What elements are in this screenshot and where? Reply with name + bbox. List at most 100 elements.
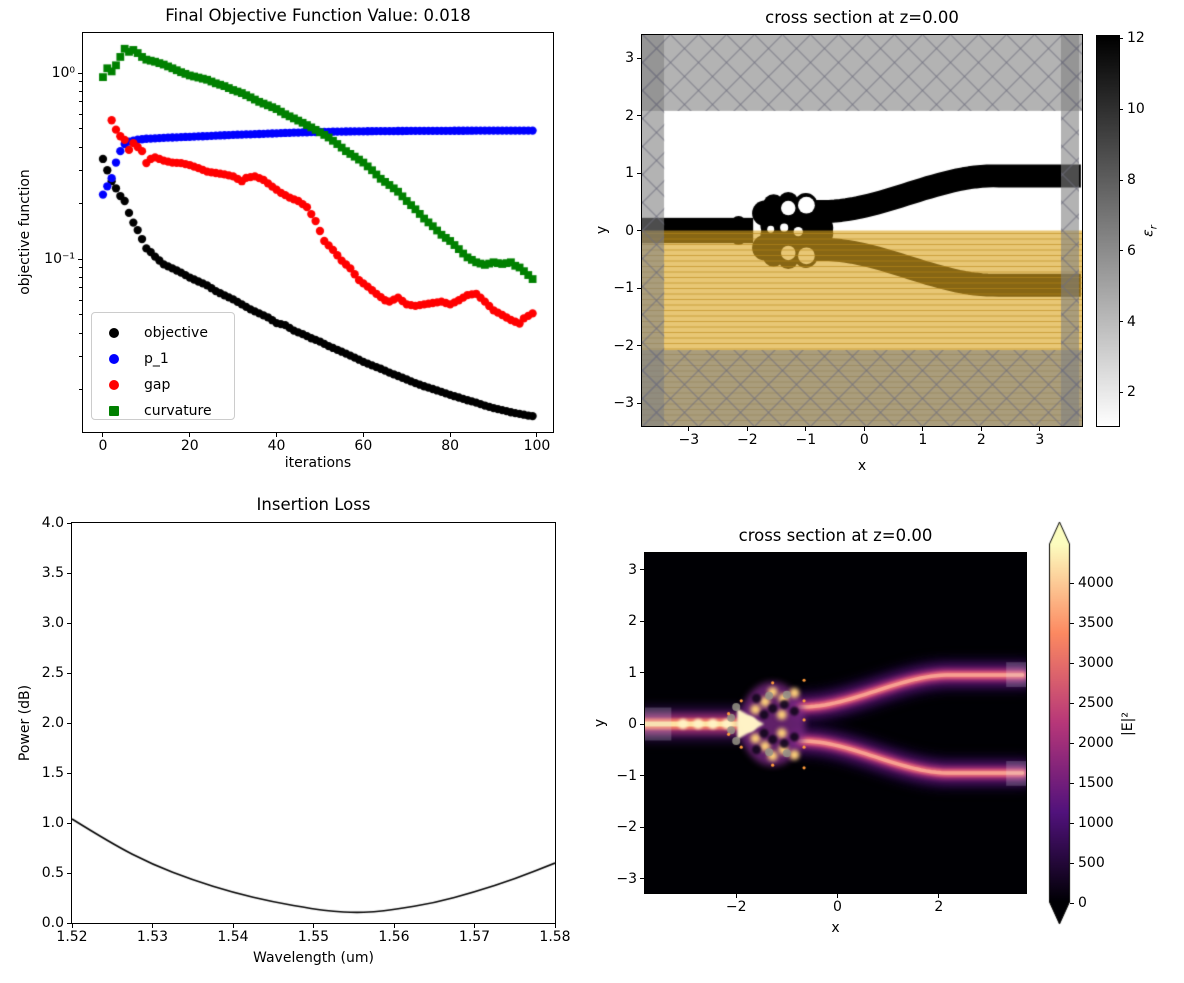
- tick-mark: [67, 772, 71, 774]
- colorbar-tick-label: 1500: [1078, 775, 1114, 791]
- tick-mark: [362, 433, 364, 437]
- tick-mark: [1070, 662, 1074, 664]
- tick-mark: [640, 569, 644, 570]
- legend-item-objective: objective: [92, 320, 234, 346]
- tick-mark: [79, 146, 82, 148]
- tick-mark: [1070, 622, 1074, 624]
- colorbar-tick-label: 0: [1078, 895, 1087, 911]
- y-tick-label: −3: [613, 395, 634, 411]
- tick-mark: [189, 433, 191, 437]
- legend: objective p_1 gap curvature: [91, 312, 235, 420]
- y-tick-label: 3: [625, 50, 634, 66]
- tick-mark: [1070, 742, 1074, 744]
- tick-mark: [938, 894, 940, 898]
- tick-mark: [922, 427, 924, 431]
- colorbar-tick-label: 8: [1127, 172, 1136, 189]
- tick-mark: [536, 433, 538, 437]
- legend-label: p_1: [144, 351, 169, 367]
- legend-item-gap: gap: [92, 372, 234, 398]
- y-tick-label: 0: [625, 222, 634, 239]
- field-colorbar: [1048, 521, 1071, 925]
- colorbar-tick-label: 3500: [1078, 615, 1114, 631]
- x-tick-label: 1.57: [458, 929, 491, 945]
- tick-mark: [67, 522, 71, 524]
- legend-label: objective: [144, 325, 208, 341]
- tick-mark: [1070, 702, 1074, 704]
- tick-mark: [67, 872, 71, 874]
- field-plot-xlabel: x: [831, 920, 840, 936]
- tick-mark: [474, 924, 475, 928]
- x-tick-label: −3: [678, 432, 700, 448]
- tick-mark: [640, 826, 644, 828]
- tick-mark: [1119, 391, 1123, 393]
- y-tick-label: −2: [616, 819, 637, 835]
- objective-plot-title: Final Objective Function Value: 0.018: [165, 6, 471, 25]
- tick-mark: [79, 276, 82, 278]
- tick-mark: [1070, 782, 1074, 784]
- tick-mark: [746, 427, 748, 431]
- y-tick-label: −3: [616, 870, 637, 887]
- y-tick-label: 4.0: [41, 515, 64, 531]
- y-tick-label: 1.5: [41, 765, 64, 781]
- tick-mark: [152, 924, 153, 928]
- tick-mark: [640, 878, 644, 879]
- y-tick-label: 2.5: [41, 665, 64, 681]
- tick-mark: [79, 128, 82, 130]
- eps-plot-canvas: [641, 34, 1083, 427]
- colorbar-tick-label: 12: [1127, 30, 1145, 47]
- legend-item-p1: p_1: [92, 346, 234, 372]
- tick-mark: [67, 922, 71, 924]
- tick-mark: [637, 172, 641, 174]
- y-tick-label: 1: [625, 165, 634, 181]
- tick-mark: [276, 433, 278, 437]
- x-tick-label: −1: [795, 432, 817, 448]
- tick-mark: [640, 620, 644, 622]
- tick-mark: [637, 115, 641, 116]
- tick-mark: [67, 622, 71, 624]
- loss-plot-canvas: [71, 522, 556, 924]
- eps-plot-xlabel: x: [857, 458, 867, 474]
- y-tick-label: 2: [628, 613, 637, 629]
- colorbar-tick-label: 500: [1078, 855, 1105, 871]
- colorbar-tick-label: 4: [1127, 313, 1136, 330]
- tick-mark: [71, 924, 73, 928]
- y-tick-label: 3.0: [41, 615, 64, 631]
- tick-mark: [67, 822, 71, 824]
- y-tick-label: 10⁻¹: [44, 251, 75, 267]
- colorbar-tick-label: 2000: [1078, 735, 1114, 751]
- tick-mark: [805, 427, 807, 431]
- x-tick-label: 100: [523, 438, 551, 454]
- x-tick-label: −2: [736, 432, 758, 448]
- tick-mark: [393, 924, 395, 928]
- tick-mark: [1039, 427, 1041, 431]
- legend-marker-curvature: [109, 406, 119, 416]
- x-tick-label: 0: [833, 899, 842, 915]
- tick-mark: [1070, 902, 1074, 904]
- y-tick-label: −1: [613, 280, 634, 296]
- eps-plot-title: cross section at z=0.00: [765, 8, 959, 27]
- eps-colorbar-label: εr: [1140, 225, 1160, 237]
- tick-mark: [78, 72, 82, 74]
- tick-mark: [79, 355, 82, 357]
- colorbar-tick-label: 2500: [1078, 695, 1114, 711]
- y-tick-label: 3: [628, 561, 637, 578]
- x-tick-label: 1.55: [297, 929, 330, 945]
- x-tick-label: 1.53: [136, 929, 169, 945]
- legend-marker-p1: [109, 354, 119, 364]
- y-tick-label: 1: [628, 664, 637, 681]
- y-tick-label: −2: [613, 337, 634, 354]
- tick-mark: [79, 314, 82, 316]
- tick-mark: [837, 894, 838, 898]
- tick-mark: [79, 299, 82, 301]
- field-colorbar-label: |E|²: [1120, 712, 1136, 736]
- tick-mark: [640, 775, 644, 776]
- eps-colorbar: [1096, 35, 1120, 427]
- y-tick-label: 2.0: [41, 715, 64, 731]
- x-tick-label: 60: [354, 438, 373, 454]
- tick-mark: [232, 924, 234, 928]
- tick-mark: [79, 287, 82, 289]
- tick-mark: [78, 258, 82, 260]
- colorbar-tick-label: 6: [1127, 242, 1136, 259]
- x-tick-label: 1.58: [539, 929, 571, 945]
- y-tick-label: 0.5: [41, 865, 64, 881]
